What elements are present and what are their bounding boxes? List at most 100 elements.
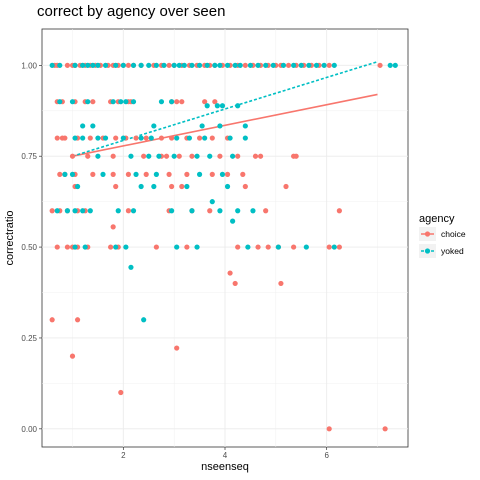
choice-point bbox=[207, 208, 213, 214]
choice-point bbox=[209, 135, 215, 141]
grid-lines bbox=[42, 29, 408, 447]
yoked-point bbox=[270, 62, 276, 68]
choice-point bbox=[336, 208, 342, 214]
yoked-point bbox=[113, 244, 119, 250]
yoked-point bbox=[245, 244, 251, 250]
choice-point bbox=[255, 244, 261, 250]
yoked-point bbox=[151, 123, 157, 129]
yoked-point bbox=[138, 135, 144, 141]
choice-point bbox=[143, 135, 149, 141]
yoked-point bbox=[128, 153, 134, 159]
choice-point bbox=[377, 62, 383, 68]
y-tick-label: 0.75 bbox=[21, 152, 37, 161]
choice-point bbox=[166, 62, 172, 68]
yoked-point bbox=[247, 62, 254, 68]
yoked-point bbox=[90, 123, 96, 129]
yoked-point bbox=[148, 135, 154, 141]
yoked-point bbox=[80, 135, 86, 141]
choice-point bbox=[235, 153, 241, 159]
yoked-point bbox=[194, 153, 200, 159]
yoked-point bbox=[275, 244, 281, 250]
yoked-point bbox=[171, 62, 177, 68]
yoked-point bbox=[214, 103, 220, 109]
chart-title: correct by agency over seen bbox=[37, 3, 225, 20]
choice-point bbox=[69, 353, 76, 359]
yoked-point bbox=[291, 62, 297, 68]
yoked-point bbox=[169, 208, 175, 214]
choice-point bbox=[49, 317, 55, 323]
yoked-point bbox=[313, 62, 320, 68]
yoked-point bbox=[138, 62, 144, 68]
yoked-point bbox=[387, 62, 393, 68]
yoked-point bbox=[219, 171, 226, 177]
yoked-point bbox=[199, 123, 205, 129]
choice-point bbox=[90, 171, 96, 177]
yoked-point bbox=[120, 62, 126, 68]
yoked-point bbox=[250, 208, 256, 214]
yoked-point bbox=[95, 62, 101, 68]
y-axis-title: correctratio bbox=[4, 210, 16, 265]
y-tick-label: 0.00 bbox=[21, 425, 37, 434]
yoked-trend-line bbox=[72, 60, 378, 157]
choice-point bbox=[174, 99, 180, 105]
choice-legend-point bbox=[424, 231, 431, 237]
choice-point bbox=[224, 171, 231, 177]
yoked-point bbox=[194, 244, 200, 250]
yoked-point bbox=[100, 171, 106, 177]
yoked-point bbox=[237, 62, 243, 68]
yoked-legend-point bbox=[424, 248, 431, 254]
yoked-point bbox=[95, 153, 101, 159]
yoked-point bbox=[54, 208, 60, 214]
choice-point bbox=[326, 426, 332, 432]
choice-point bbox=[278, 280, 284, 287]
choice-point bbox=[382, 426, 388, 432]
yoked-point bbox=[242, 135, 248, 141]
choice-point bbox=[196, 135, 203, 141]
yoked-point bbox=[217, 123, 223, 129]
yoked-point bbox=[217, 62, 223, 68]
trend-lines bbox=[72, 60, 378, 158]
choice-point bbox=[49, 208, 55, 214]
y-tick-label: 1.00 bbox=[21, 61, 37, 70]
choice-point bbox=[240, 171, 246, 177]
choice-point bbox=[242, 62, 248, 68]
axes: 2 4 6 0.00 0.25 0.50 0.75 1.00 bbox=[21, 61, 329, 460]
choice-point bbox=[125, 208, 132, 214]
choice-point bbox=[184, 171, 190, 177]
choice-point bbox=[57, 171, 63, 177]
yoked-point bbox=[95, 135, 101, 141]
choice-point bbox=[166, 171, 172, 177]
yoked-point bbox=[110, 99, 116, 105]
choice-point bbox=[87, 135, 93, 141]
choice-point bbox=[90, 99, 96, 105]
yoked-point bbox=[196, 62, 203, 68]
choice-point bbox=[169, 183, 175, 190]
yoked-point bbox=[204, 62, 210, 68]
yoked-point bbox=[255, 62, 261, 68]
yoked-point bbox=[207, 153, 213, 159]
yoked-point bbox=[72, 244, 78, 250]
yoked-point bbox=[298, 62, 304, 68]
choice-point bbox=[54, 135, 60, 141]
choice-point bbox=[326, 62, 332, 68]
yoked-point bbox=[72, 135, 78, 141]
choice-point bbox=[202, 99, 208, 105]
legend: agency choice yoked bbox=[419, 213, 466, 258]
choice-point bbox=[110, 224, 116, 230]
yoked-point bbox=[224, 183, 231, 190]
choice-point bbox=[189, 153, 195, 159]
yoked-point bbox=[156, 153, 162, 159]
choice-trend-line bbox=[72, 93, 378, 158]
yoked-point bbox=[321, 62, 327, 68]
yoked-point bbox=[158, 99, 165, 105]
choice-point bbox=[242, 183, 248, 190]
yoked-point bbox=[64, 208, 71, 214]
yoked-point bbox=[174, 244, 180, 250]
choice-point bbox=[108, 244, 114, 250]
yoked-point bbox=[62, 171, 68, 177]
x-tick-label: 2 bbox=[121, 451, 126, 460]
choice-point bbox=[209, 171, 215, 177]
choice-point bbox=[263, 208, 269, 214]
choice-point bbox=[133, 135, 139, 141]
choice-point bbox=[163, 153, 170, 159]
